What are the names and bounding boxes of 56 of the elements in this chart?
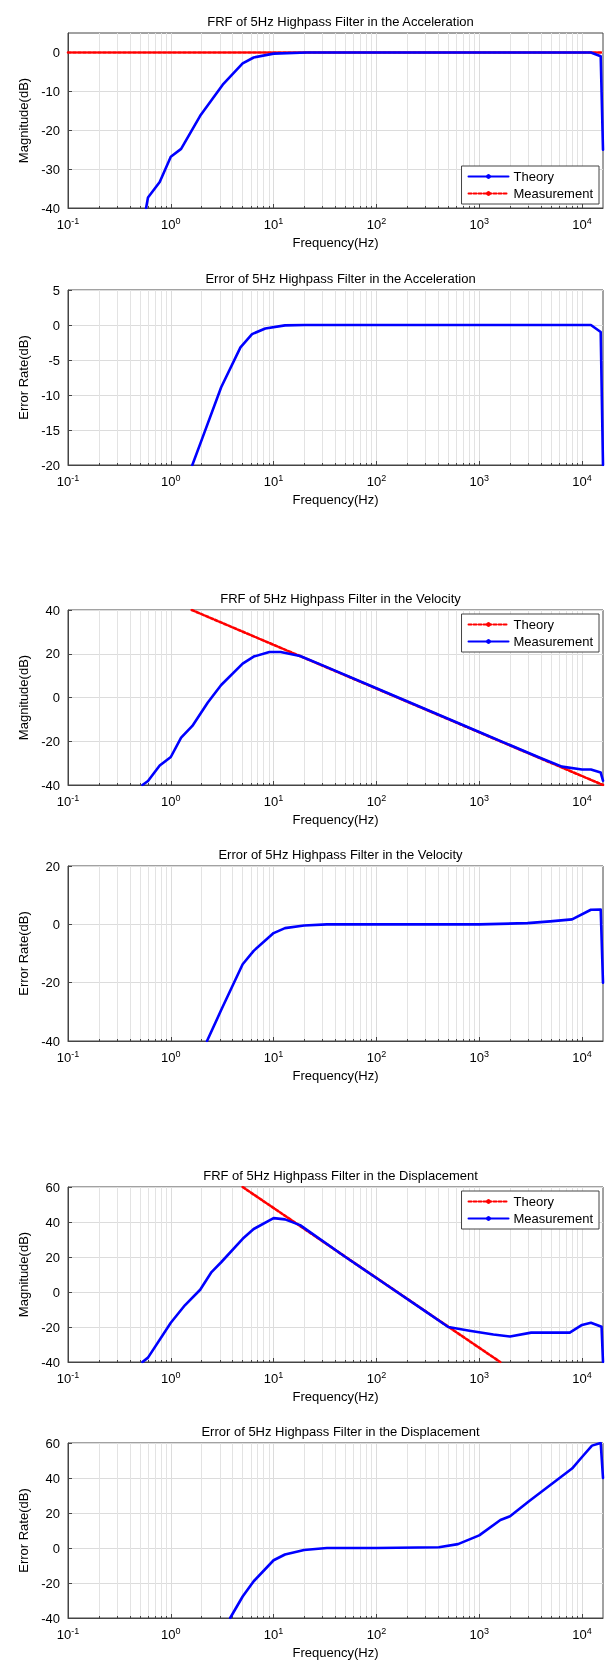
legend-label: Theory — [513, 169, 555, 184]
y-tick-label: 20 — [45, 646, 60, 662]
y-tick-label: -20 — [41, 122, 60, 138]
y-axis-title: Magnitude(dB) — [16, 654, 31, 741]
x-axis-title: Frequency(Hz) — [292, 1644, 379, 1660]
y-tick-label: -20 — [41, 1575, 60, 1591]
chart-title: FRF of 5Hz Highpass Filter in the Displacement — [203, 1168, 479, 1183]
x-axis-title: Frequency(Hz) — [292, 811, 379, 827]
y-tick-label: -20 — [41, 457, 60, 473]
y-tick-label: -40 — [41, 1354, 60, 1370]
y-tick-label: 20 — [45, 1505, 60, 1521]
chart-title: FRF of 5Hz Highpass Filter in the Acceleration — [207, 14, 474, 29]
y-tick-label: -5 — [48, 352, 60, 368]
legend-label: Measurement — [513, 1211, 594, 1226]
y-tick-label: -30 — [41, 161, 60, 177]
x-axis-title: Frequency(Hz) — [292, 1067, 379, 1083]
y-tick-label: 40 — [45, 602, 60, 618]
legend-label: Theory — [513, 617, 555, 632]
y-tick-label: -10 — [41, 83, 60, 99]
y-axis-title: Magnitude(dB) — [16, 77, 31, 164]
y-axis-title: Error Rate(dB) — [16, 335, 31, 420]
y-tick-label: -40 — [41, 1610, 60, 1626]
y-tick-label: 40 — [45, 1214, 60, 1230]
chart-title: Error of 5Hz Highpass Filter in the Displacement — [201, 1424, 480, 1439]
y-axis-title: Error Rate(dB) — [16, 1488, 31, 1573]
y-tick-label: 5 — [52, 282, 60, 298]
y-tick-label: 40 — [45, 1470, 60, 1486]
y-tick-label: 0 — [52, 317, 60, 333]
y-tick-label: 0 — [52, 916, 60, 932]
y-tick-label: -40 — [41, 1033, 60, 1049]
y-tick-label: -20 — [41, 975, 60, 991]
legend-label: Measurement — [513, 186, 594, 201]
y-tick-label: -10 — [41, 387, 60, 403]
y-tick-label: 0 — [52, 1284, 60, 1300]
chart-title: Error of 5Hz Highpass Filter in the Acceleration — [205, 271, 476, 286]
y-tick-label: 0 — [52, 44, 60, 60]
y-tick-label: -40 — [41, 777, 60, 793]
y-tick-label: -40 — [41, 200, 60, 216]
y-tick-label: -15 — [41, 422, 60, 438]
y-tick-label: -20 — [41, 1319, 60, 1335]
x-axis-title: Frequency(Hz) — [292, 491, 379, 507]
y-tick-label: 0 — [52, 690, 60, 705]
x-axis-title: Frequency(Hz) — [292, 1388, 379, 1404]
y-tick-label: 60 — [45, 1179, 60, 1195]
legend-label: Measurement — [513, 634, 594, 649]
y-tick-label: 0 — [52, 1540, 60, 1556]
y-axis-title: Magnitude(dB) — [16, 1231, 31, 1318]
y-tick-label: 20 — [45, 858, 60, 874]
y-tick-label: 20 — [45, 1249, 60, 1265]
y-tick-label: -20 — [41, 733, 60, 749]
chart-title: FRF of 5Hz Highpass Filter in the Velocity — [220, 591, 462, 606]
y-axis-title: Error Rate(dB) — [16, 911, 31, 996]
legend-label: Theory — [513, 1194, 555, 1209]
chart-title: Error of 5Hz Highpass Filter in the Velocity — [218, 847, 464, 862]
x-axis-title: Frequency(Hz) — [292, 234, 379, 250]
y-tick-label: 60 — [45, 1435, 60, 1451]
